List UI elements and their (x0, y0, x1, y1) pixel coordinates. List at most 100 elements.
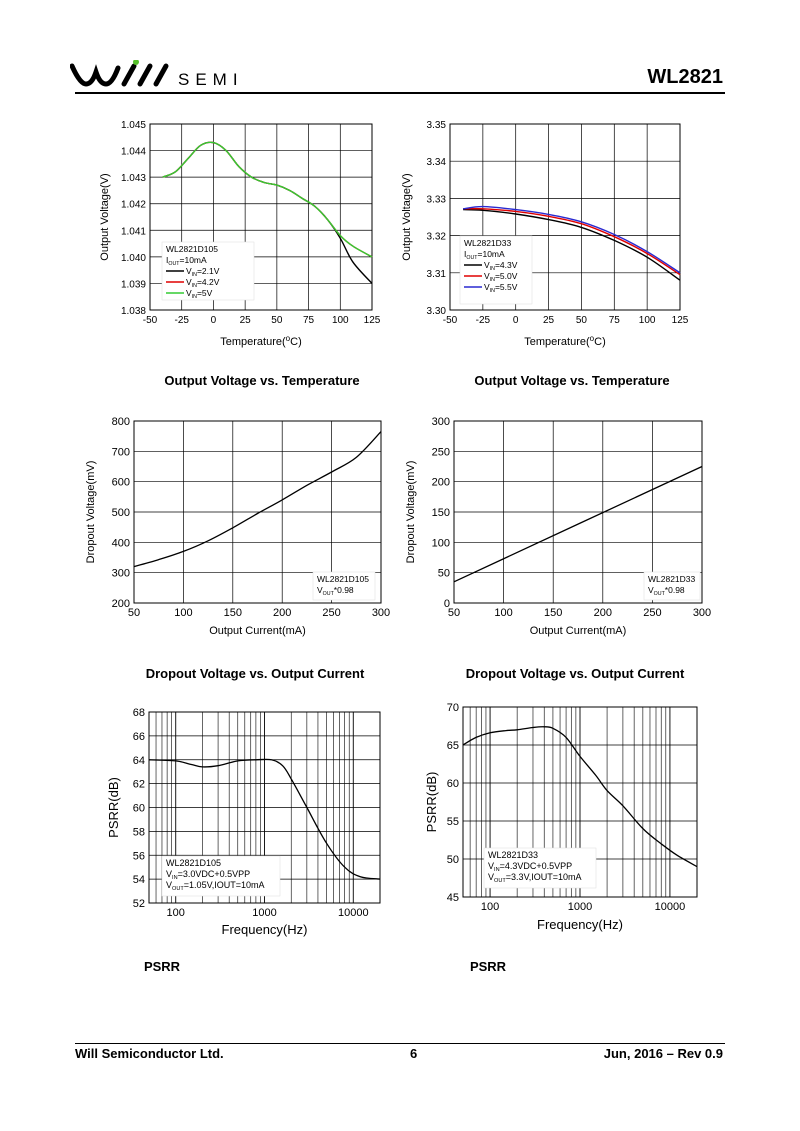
x-tick-label: -50 (443, 315, 458, 326)
x-tick-label: 75 (303, 315, 315, 326)
footer-company: Will Semiconductor Ltd. (75, 1046, 224, 1061)
y-tick-label: 68 (133, 707, 145, 719)
y-tick-label: 100 (432, 537, 450, 549)
legend-title: IOUT=10mA (166, 255, 207, 267)
y-tick-label: 1.042 (121, 200, 146, 211)
legend-box (643, 571, 701, 601)
series-line-1 (148, 758, 381, 880)
x-tick-label: 150 (544, 607, 562, 619)
plot-frame (453, 420, 703, 604)
y-tick-label: 3.35 (427, 120, 447, 131)
x-tick-label: 50 (448, 607, 460, 619)
will-semi-logo (70, 60, 169, 87)
x-tick-label: 200 (273, 607, 291, 619)
plot-frame (148, 711, 381, 904)
legend-title: WL2821D33 (648, 574, 696, 584)
x-tick-label: 100 (174, 607, 192, 619)
series-line-1 (133, 431, 382, 568)
legend-title: VOUT*0.98 (317, 585, 354, 597)
y-tick-label: 1.043 (121, 173, 146, 184)
y-axis-label: PSRR(dB) (106, 777, 121, 838)
legend-title: IOUT=10mA (464, 249, 505, 261)
x-tick-label: 100 (332, 315, 349, 326)
x-tick-label: 1000 (568, 901, 592, 913)
legend-title: VIN=3.0VDC+0.5VPP (166, 869, 250, 881)
legend-title: VOUT=3.3V,IOUT=10mA (488, 872, 582, 884)
legend-title: WL2821D33 (488, 850, 538, 860)
x-tick-label: 150 (224, 607, 242, 619)
y-tick-label: 70 (447, 702, 459, 714)
y-tick-label: 300 (112, 568, 130, 580)
x-tick-label: 0 (513, 315, 519, 326)
footer-revision: Jun, 2016 – Rev 0.9 (603, 1046, 723, 1061)
x-tick-label: 300 (372, 607, 390, 619)
logo-semi-text: SEMI (178, 70, 244, 89)
y-axis-label: Output Voltage(V) (99, 173, 111, 260)
y-tick-label: 3.33 (427, 194, 447, 205)
x-tick-label: 100 (481, 901, 499, 913)
series-line-1 (462, 726, 698, 868)
x-tick-label: 100 (167, 907, 185, 919)
y-tick-label: 800 (112, 416, 130, 428)
legend-entry: VIN=4.2V (186, 277, 220, 289)
y-tick-label: 1.041 (121, 226, 146, 237)
plot-frame (462, 706, 698, 898)
legend-box (312, 571, 376, 601)
y-tick-label: 3.31 (427, 269, 447, 280)
x-tick-label: 10000 (655, 901, 686, 913)
y-tick-label: 1.044 (121, 147, 146, 158)
y-tick-label: 60 (447, 778, 459, 790)
series-line-3 (162, 141, 373, 258)
caption-dropout-left: Dropout Voltage vs. Output Current (145, 666, 365, 681)
y-tick-label: 55 (447, 816, 459, 828)
series-line-3 (463, 205, 681, 274)
y-axis-label: Dropout Voltage(mV) (85, 461, 97, 564)
y-tick-label: 250 (432, 446, 450, 458)
y-tick-label: 56 (133, 850, 145, 862)
series-line-2 (463, 207, 681, 276)
x-axis-label: Output Current(mA) (209, 625, 306, 637)
series-line-1 (463, 208, 681, 281)
x-tick-label: 200 (594, 607, 612, 619)
y-tick-label: 3.32 (427, 232, 447, 243)
footer-page-number: 6 (410, 1046, 418, 1061)
y-tick-label: 1.039 (121, 279, 146, 290)
document-id: WL2821 (647, 66, 723, 88)
y-tick-label: 66 (133, 731, 145, 743)
x-axis-label: Temperature(oC) (220, 334, 301, 348)
x-tick-label: 125 (672, 315, 689, 326)
y-tick-label: 58 (133, 826, 145, 838)
legend-title: VOUT*0.98 (648, 585, 685, 597)
y-tick-label: 45 (447, 892, 459, 904)
legend-title: VIN=4.3VDC+0.5VPP (488, 861, 572, 873)
y-tick-label: 64 (133, 755, 145, 767)
legend-title: VOUT=1.05V,IOUT=10mA (166, 880, 265, 892)
x-tick-label: 300 (693, 607, 711, 619)
caption-vout-temp-left: Output Voltage vs. Temperature (164, 373, 360, 388)
plot-frame (133, 420, 382, 604)
y-tick-label: 150 (432, 507, 450, 519)
y-tick-label: 3.30 (427, 306, 447, 317)
header-rule (75, 92, 725, 94)
y-tick-label: 52 (133, 898, 145, 910)
y-tick-label: 700 (112, 446, 130, 458)
footer-rule (75, 1043, 725, 1044)
x-tick-label: 100 (494, 607, 512, 619)
x-axis-label: Frequency(Hz) (222, 922, 308, 937)
x-tick-label: -25 (174, 315, 189, 326)
x-tick-label: 25 (240, 315, 252, 326)
x-axis-label: Temperature(oC) (524, 334, 605, 348)
x-axis-label: Output Current(mA) (530, 625, 627, 637)
caption-psrr-right: PSRR (469, 959, 507, 974)
legend-title: WL2821D105 (317, 574, 369, 584)
x-tick-label: 10000 (338, 907, 369, 919)
caption-dropout-right: Dropout Voltage vs. Output Current (465, 666, 685, 681)
legend-entry: VIN=5.0V (484, 271, 518, 283)
legend-box (161, 241, 255, 301)
y-tick-label: 50 (438, 568, 450, 580)
